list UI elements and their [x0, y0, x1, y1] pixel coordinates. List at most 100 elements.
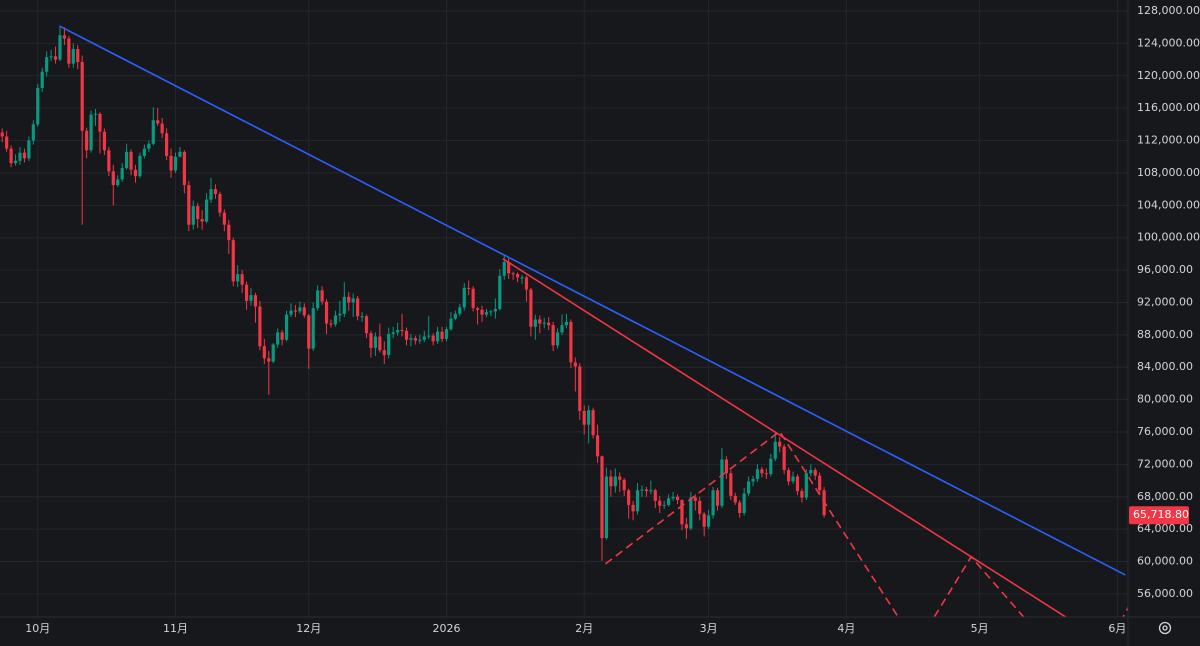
candle-body	[31, 124, 35, 141]
candle-body	[53, 56, 58, 60]
candle-body	[293, 310, 298, 312]
candle-body	[800, 491, 804, 498]
candle-body	[418, 339, 422, 341]
gear-hub	[1162, 625, 1168, 631]
candle-body	[422, 336, 426, 340]
candle-body	[720, 459, 724, 506]
candle-body	[693, 497, 697, 501]
candle-body	[760, 469, 764, 474]
candle-body	[444, 329, 449, 339]
candle-body	[582, 410, 586, 425]
candle-body	[80, 62, 84, 131]
candle-body	[9, 148, 13, 164]
candle-body	[280, 332, 284, 340]
candles	[0, 25, 826, 561]
candle-body	[595, 435, 600, 457]
candle-body	[129, 151, 133, 170]
candle-body	[360, 316, 364, 318]
candle-body	[711, 490, 715, 516]
candle-body	[351, 298, 355, 303]
candle-body	[484, 312, 489, 315]
candle-body	[169, 155, 173, 171]
candle-body	[342, 296, 346, 314]
candle-body	[102, 131, 107, 151]
candle-body	[778, 441, 782, 447]
candle-body	[284, 314, 289, 340]
candle-body	[231, 240, 235, 282]
candle-body	[413, 338, 417, 341]
candle-body	[613, 476, 617, 487]
x-tick-label: 2月	[575, 622, 593, 635]
candle-body	[40, 71, 44, 88]
candle-body	[440, 331, 444, 339]
candle-body	[187, 185, 191, 225]
candle-body	[551, 325, 555, 346]
candle-body	[151, 120, 155, 144]
candle-body	[547, 322, 551, 326]
candle-body	[427, 335, 431, 337]
candle-body	[809, 470, 813, 474]
candle-body	[480, 309, 484, 315]
candle-body	[538, 319, 542, 324]
candle-body	[298, 307, 302, 312]
grid	[0, 0, 1128, 617]
candle-body	[329, 323, 333, 325]
candle-body	[258, 306, 262, 347]
candle-body	[58, 35, 62, 60]
candle-body	[76, 49, 80, 63]
candle-body	[333, 315, 338, 325]
candle-body	[653, 490, 657, 501]
candle-body	[689, 497, 693, 529]
candle-body	[133, 169, 138, 177]
candle-body	[382, 350, 386, 356]
candle-body	[404, 330, 409, 340]
candle-body	[773, 441, 777, 459]
candle-body	[751, 478, 755, 482]
candle-body	[520, 277, 524, 279]
candle-body	[475, 308, 480, 310]
candle-body	[680, 500, 684, 525]
x-tick-label: 11月	[163, 622, 188, 635]
candle-body	[213, 189, 218, 194]
candle-body	[262, 346, 266, 359]
candle-body	[45, 57, 49, 72]
candle-body	[818, 475, 822, 491]
candle-body	[684, 524, 688, 529]
x-tick-label: 12月	[296, 622, 321, 635]
y-tick-label: 104,000.00	[1137, 198, 1200, 211]
candle-body	[755, 469, 760, 479]
candle-body	[147, 143, 151, 149]
settings-button[interactable]	[1158, 621, 1172, 635]
candle-body	[36, 87, 40, 125]
candle-body	[316, 290, 320, 309]
candle-body	[786, 470, 791, 482]
y-tick-label: 112,000.00	[1137, 134, 1200, 147]
candle-body	[271, 344, 275, 362]
y-tick-label: 60,000.00	[1137, 555, 1193, 568]
candle-body	[436, 331, 440, 342]
x-tick-label: 6月	[1108, 622, 1126, 635]
candle-body	[507, 261, 511, 274]
candle-body	[338, 313, 342, 316]
candle-body	[320, 290, 324, 302]
candle-body	[0, 132, 4, 137]
candle-body	[555, 332, 560, 346]
candle-body	[707, 515, 711, 527]
candle-body	[493, 308, 497, 312]
candle-body	[244, 284, 249, 301]
candle-body	[715, 490, 720, 506]
y-tick-label: 56,000.00	[1137, 587, 1193, 600]
candle-body	[253, 295, 258, 307]
candle-body	[196, 206, 200, 220]
gear-outline	[1158, 621, 1172, 635]
candle-body	[204, 199, 209, 222]
candle-body	[733, 495, 737, 503]
candle-body	[111, 171, 115, 186]
candle-body	[431, 335, 435, 342]
candle-body	[364, 316, 369, 334]
candle-body	[631, 504, 635, 512]
candle-body	[675, 496, 680, 501]
candle-body	[573, 362, 577, 367]
candle-body	[764, 473, 768, 475]
